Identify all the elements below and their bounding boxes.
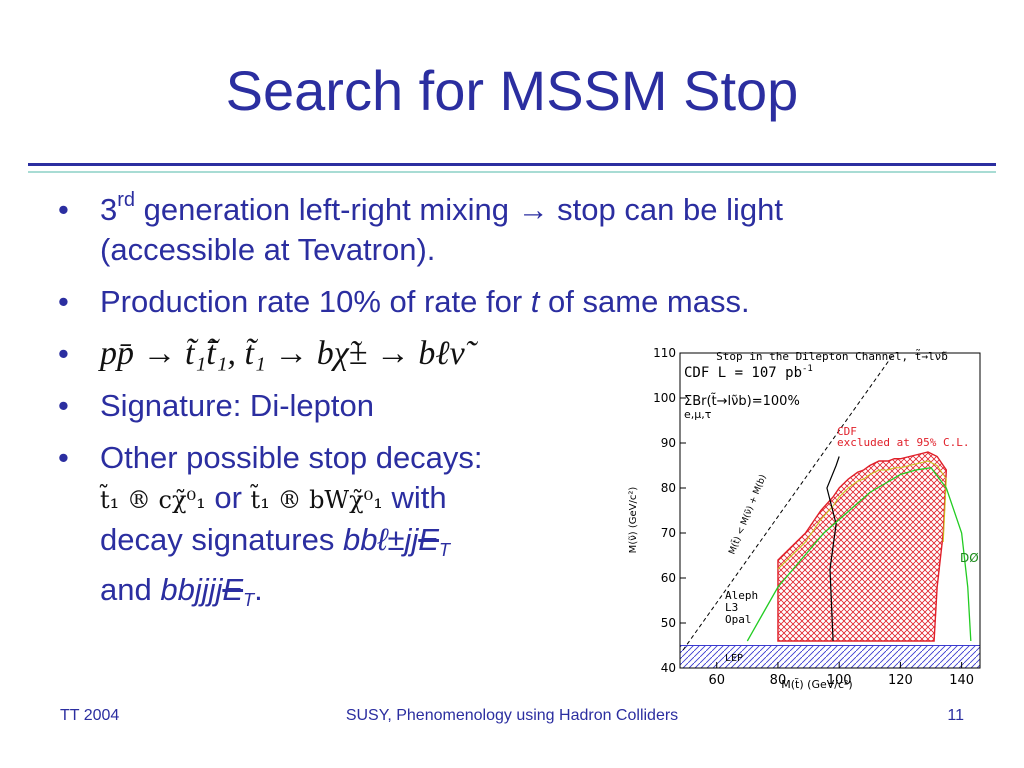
footer-course: SUSY, Phenomenology using Hadron Collide… (345, 707, 679, 724)
decay-formula-1: t̃₁ ® cχ̃⁰₁ (100, 486, 206, 514)
missing-et: E (418, 522, 439, 557)
decay-formula: pp̄ → t̃₁t̃̄₁, t̃₁ → bχ̃± → bℓν̃ (100, 335, 465, 372)
text: and (100, 572, 161, 607)
legend-channels: e,μ,τ (684, 408, 712, 421)
d0-limit-curve (746, 467, 972, 642)
subscript: T (243, 590, 255, 610)
l3-label: L3 (725, 601, 738, 614)
aleph-limit-curve (826, 456, 840, 642)
or-word: or (205, 480, 251, 515)
y-tick-label: 60 (661, 571, 676, 585)
bullet-dot: • (58, 192, 69, 227)
bullet-text: Production rate 10% of rate for (100, 284, 531, 319)
y-tick-label: 70 (661, 526, 676, 540)
plot-frame (679, 352, 981, 669)
text: . (254, 572, 263, 607)
text: decay signatures (100, 522, 343, 557)
decay-formula-2: t̃₁ ® bWχ̃⁰₁ (250, 486, 383, 514)
signature-2: bbjjjj (160, 572, 223, 607)
y-tick-label: 50 (661, 616, 676, 630)
cdf-label: CDF (837, 425, 857, 438)
superscript: rd (117, 189, 136, 211)
y-tick-label: 100 (653, 391, 676, 405)
kinematic-limit-line (682, 352, 895, 651)
title-divider-accent (28, 171, 996, 173)
y-tick-label: 110 (653, 346, 676, 360)
bullet-dot: • (58, 440, 69, 475)
x-tick-label: 120 (888, 673, 913, 688)
aleph-label: Aleph (725, 589, 758, 602)
footer-date: TT 2004 (60, 707, 120, 724)
y-axis-label: M(ν̃) (GeV/c²) (627, 487, 639, 554)
legend-cdf-lumi: CDF L = 107 pb-1 (684, 364, 813, 381)
slide-title: Search for MSSM Stop (225, 59, 799, 122)
decay-line: t̃₁ ® cχ̃⁰₁ or t̃₁ ® bWχ̃⁰₁ with (100, 478, 620, 520)
exclusion-plot-svg: 60 80 100 120 140 40 50 60 70 80 90 100 110 Stop in … (622, 345, 984, 691)
opal-label: Opal (725, 613, 752, 626)
plot-header: Stop in the Dilepton Channel, t̃→lν̃b (716, 349, 948, 363)
signature-line-1: decay signatures bbℓ±jjET (100, 520, 938, 570)
bullet-dot: • (58, 284, 69, 319)
italic-t: t (530, 284, 540, 319)
legend-br: ΣBr(t̃→lν̃b)=100% (684, 394, 800, 409)
bullet-text: Signature: Di-lepton (100, 388, 374, 423)
cdf-excluded-label: excluded at 95% C.L. (837, 436, 969, 449)
bullet-text: of same mass. (539, 284, 750, 319)
cdf-expected-curve (777, 460, 947, 570)
missing-et: E (222, 572, 244, 607)
bullet-production: • Production rate 10% of rate for t of s… (58, 282, 938, 322)
y-tick-label: 90 (661, 436, 676, 450)
bullet-signature: • Signature: Di-lepton (58, 386, 938, 426)
x-tick-label: 80 (770, 673, 787, 688)
bullet-text: 3 (100, 192, 118, 227)
bullet-mixing: • 3rd generation left-right mixing → sto… (58, 190, 938, 270)
with-word: with (382, 480, 447, 515)
x-tick-label: 100 (827, 673, 852, 688)
title-divider (28, 163, 996, 166)
x-tick-label: 60 (708, 673, 725, 688)
y-tick-label: 40 (661, 661, 676, 675)
signature-1: bbℓ±jj (342, 522, 419, 557)
subscript: T (438, 540, 450, 560)
bullet-text: generation left-right mixing → stop can … (100, 192, 783, 267)
bullet-dot: • (58, 336, 69, 371)
bullet-other-decays: • Other possible stop decays: t̃₁ ® cχ̃⁰… (58, 438, 938, 620)
x-tick-label: 140 (949, 673, 974, 688)
signature-line-2: and bbjjjjET. (100, 570, 938, 620)
d0-label: DØ (960, 551, 979, 565)
y-tick-label: 80 (661, 481, 676, 495)
footer-page-number: 11 (947, 707, 964, 724)
x-axis-label: M(t̃) (GeV/c²) (781, 678, 852, 690)
exclusion-plot: 60 80 100 120 140 40 50 60 70 80 90 100 110 Stop in … (622, 345, 984, 691)
bullet-formula: • pp̄ → t̃₁t̃̄₁, t̃₁ → bχ̃± → bℓν̃ (58, 334, 938, 374)
bullet-text: Other possible stop decays: (100, 440, 483, 475)
bullet-dot: • (58, 388, 69, 423)
bullet-list: • 3rd generation left-right mixing → sto… (58, 190, 938, 632)
lep-label: LEP (725, 653, 743, 664)
